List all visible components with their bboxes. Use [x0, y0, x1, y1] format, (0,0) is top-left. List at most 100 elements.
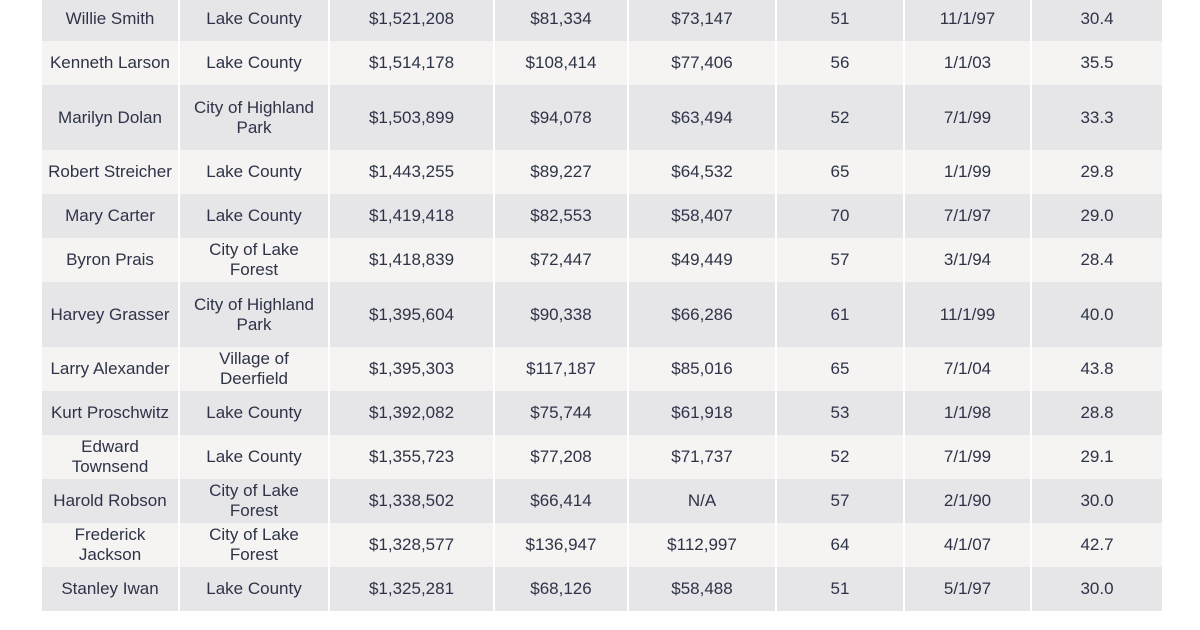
table-row: Marilyn Dolan City of Highland Park $1,503…	[42, 85, 1162, 150]
salary-cell: $66,414	[493, 479, 628, 523]
years-cell: 35.5	[1030, 41, 1162, 85]
name-cell: Frederick Jackson	[42, 523, 179, 567]
pension-cell: $1,395,303	[328, 347, 494, 391]
name-cell: Mary Carter	[42, 194, 179, 238]
pension-cell: $1,328,577	[328, 523, 494, 567]
table-row: Harvey Grasser City of Highland Park $1,39…	[42, 282, 1162, 347]
years-cell: 28.8	[1030, 391, 1162, 435]
employer-cell: City of Highland Park	[178, 85, 329, 150]
date-cell: 1/1/99	[903, 150, 1031, 194]
salary-cell: $68,126	[493, 567, 628, 611]
age-cell: 70	[775, 194, 904, 238]
pension-cell: $1,355,723	[328, 435, 494, 479]
date-cell: 1/1/03	[903, 41, 1031, 85]
pension-cell: $1,503,899	[328, 85, 494, 150]
years-cell: 29.1	[1030, 435, 1162, 479]
benefit-cell: $58,407	[627, 194, 776, 238]
salary-cell: $94,078	[493, 85, 628, 150]
age-cell: 51	[775, 0, 904, 41]
date-cell: 7/1/99	[903, 435, 1031, 479]
years-cell: 40.0	[1030, 282, 1162, 347]
benefit-cell: $64,532	[627, 150, 776, 194]
benefit-cell: N/A	[627, 479, 776, 523]
years-cell: 28.4	[1030, 238, 1162, 282]
date-cell: 7/1/04	[903, 347, 1031, 391]
pension-cell: $1,325,281	[328, 567, 494, 611]
years-cell: 30.4	[1030, 0, 1162, 41]
date-cell: 4/1/07	[903, 523, 1031, 567]
date-cell: 7/1/99	[903, 85, 1031, 150]
years-cell: 29.0	[1030, 194, 1162, 238]
employer-cell: Lake County	[178, 150, 329, 194]
name-cell: Stanley Iwan	[42, 567, 179, 611]
table-row: Larry Alexander Village of Deerfield $1,39…	[42, 347, 1162, 391]
name-cell: Marilyn Dolan	[42, 85, 179, 150]
employer-cell: Lake County	[178, 567, 329, 611]
name-cell: Harold Robson	[42, 479, 179, 523]
date-cell: 11/1/97	[903, 0, 1031, 41]
pension-cell: $1,514,178	[328, 41, 494, 85]
table-row: Stanley Iwan Lake County $1,325,281 $68,126…	[42, 567, 1162, 611]
date-cell: 5/1/97	[903, 567, 1031, 611]
name-cell: Larry Alexander	[42, 347, 179, 391]
name-cell: Robert Streicher	[42, 150, 179, 194]
benefit-cell: $85,016	[627, 347, 776, 391]
table-row: Edward Townsend Lake County $1,355,723 $77,…	[42, 435, 1162, 479]
benefit-cell: $63,494	[627, 85, 776, 150]
salary-cell: $82,553	[493, 194, 628, 238]
benefit-cell: $73,147	[627, 0, 776, 41]
table-row: Kenneth Larson Lake County $1,514,178 $108,…	[42, 41, 1162, 85]
benefit-cell: $61,918	[627, 391, 776, 435]
table-body: Willie Smith Lake County $1,521,208 $81,334…	[42, 0, 1162, 611]
date-cell: 1/1/98	[903, 391, 1031, 435]
years-cell: 33.3	[1030, 85, 1162, 150]
salary-cell: $75,744	[493, 391, 628, 435]
date-cell: 11/1/99	[903, 282, 1031, 347]
table-row: Robert Streicher Lake County $1,443,255 $89…	[42, 150, 1162, 194]
salary-cell: $117,187	[493, 347, 628, 391]
name-cell: Kenneth Larson	[42, 41, 179, 85]
salary-cell: $90,338	[493, 282, 628, 347]
name-cell: Harvey Grasser	[42, 282, 179, 347]
employer-cell: City of Lake Forest	[178, 238, 329, 282]
benefit-cell: $49,449	[627, 238, 776, 282]
pension-cell: $1,392,082	[328, 391, 494, 435]
pension-cell: $1,419,418	[328, 194, 494, 238]
years-cell: 43.8	[1030, 347, 1162, 391]
table-row: Byron Prais City of Lake Forest $1,418,839…	[42, 238, 1162, 282]
date-cell: 3/1/94	[903, 238, 1031, 282]
pension-table: Willie Smith Lake County $1,521,208 $81,334…	[42, 0, 1162, 611]
employer-cell: Lake County	[178, 391, 329, 435]
pension-cell: $1,521,208	[328, 0, 494, 41]
employer-cell: City of Lake Forest	[178, 479, 329, 523]
name-cell: Byron Prais	[42, 238, 179, 282]
name-cell: Kurt Proschwitz	[42, 391, 179, 435]
date-cell: 2/1/90	[903, 479, 1031, 523]
age-cell: 65	[775, 150, 904, 194]
salary-cell: $108,414	[493, 41, 628, 85]
employer-cell: Lake County	[178, 435, 329, 479]
age-cell: 65	[775, 347, 904, 391]
employer-cell: Village of Deerfield	[178, 347, 329, 391]
pension-cell: $1,443,255	[328, 150, 494, 194]
employer-cell: Lake County	[178, 194, 329, 238]
salary-cell: $72,447	[493, 238, 628, 282]
table-row: Mary Carter Lake County $1,419,418 $82,553 $…	[42, 194, 1162, 238]
table-row: Harold Robson City of Lake Forest $1,338,5…	[42, 479, 1162, 523]
date-cell: 7/1/97	[903, 194, 1031, 238]
age-cell: 61	[775, 282, 904, 347]
pension-cell: $1,338,502	[328, 479, 494, 523]
employer-cell: Lake County	[178, 41, 329, 85]
pension-cell: $1,418,839	[328, 238, 494, 282]
age-cell: 52	[775, 85, 904, 150]
table-row: Kurt Proschwitz Lake County $1,392,082 $75,…	[42, 391, 1162, 435]
years-cell: 30.0	[1030, 479, 1162, 523]
age-cell: 51	[775, 567, 904, 611]
age-cell: 57	[775, 238, 904, 282]
benefit-cell: $112,997	[627, 523, 776, 567]
benefit-cell: $58,488	[627, 567, 776, 611]
salary-cell: $89,227	[493, 150, 628, 194]
employer-cell: City of Lake Forest	[178, 523, 329, 567]
years-cell: 29.8	[1030, 150, 1162, 194]
age-cell: 53	[775, 391, 904, 435]
